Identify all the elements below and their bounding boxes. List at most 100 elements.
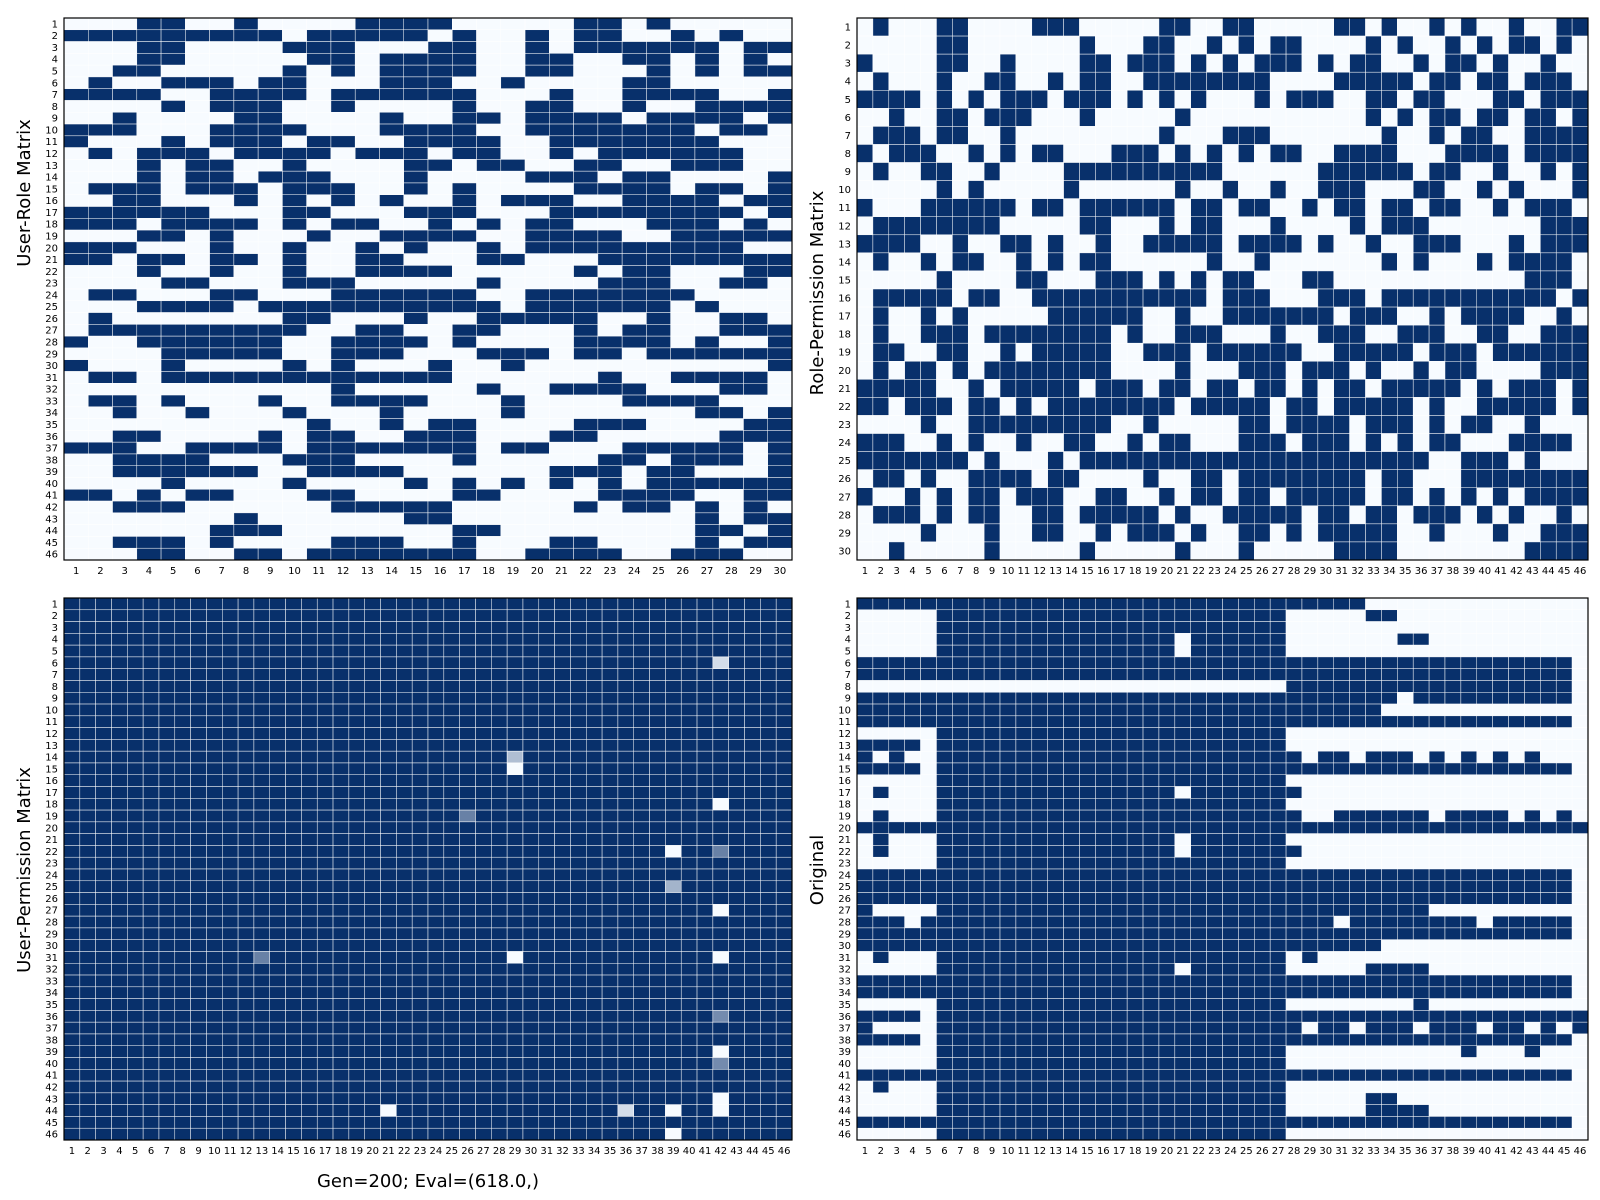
heatmap-cell (888, 35, 905, 55)
heatmap-cell (403, 547, 429, 561)
heatmap-cell (1476, 126, 1493, 145)
heatmap-cell (491, 1010, 508, 1023)
heatmap-cell (330, 182, 356, 195)
heatmap-cell (282, 100, 307, 113)
heatmap-cell (760, 939, 777, 952)
heatmap-cell (1222, 397, 1239, 416)
heatmap-cell (79, 786, 96, 799)
heatmap-cell (665, 856, 682, 870)
heatmap-cell (586, 856, 603, 870)
x-tick-label: 4 (146, 566, 152, 577)
heatmap-cell (597, 159, 623, 172)
heatmap-cell (983, 198, 1001, 217)
heatmap-cell (209, 17, 235, 31)
heatmap-cell (257, 406, 283, 419)
heatmap-cell (665, 1021, 682, 1035)
heatmap-cell (330, 41, 356, 54)
heatmap-cell (452, 300, 477, 313)
heatmap-cell (856, 487, 874, 507)
heatmap-cell (95, 845, 112, 858)
heatmap-cell (330, 88, 356, 101)
heatmap-cell (554, 1010, 571, 1023)
heatmap-cell (206, 892, 223, 905)
heatmap-cell (1381, 53, 1398, 73)
heatmap-cell (1444, 17, 1462, 37)
heatmap-cell (872, 252, 890, 272)
heatmap-cell (1349, 270, 1366, 290)
heatmap-cell (285, 621, 302, 634)
heatmap-cell (233, 300, 259, 313)
heatmap-cell (1508, 415, 1525, 434)
heatmap-cell (967, 198, 985, 217)
heatmap-cell (538, 986, 555, 999)
heatmap-cell (379, 477, 404, 490)
heatmap-cell (285, 986, 302, 999)
heatmap-cell (1222, 487, 1239, 507)
heatmap-cell (1174, 90, 1191, 109)
heatmap-cell (111, 986, 128, 999)
heatmap-cell (1174, 108, 1191, 127)
heatmap-cell (524, 253, 550, 266)
heatmap-cell (491, 951, 508, 964)
heatmap-cell (524, 265, 550, 278)
y-tick-label: 33 (45, 396, 58, 407)
heatmap-cell (649, 597, 666, 611)
heatmap-cell (983, 53, 1001, 73)
heatmap-cell (856, 451, 874, 470)
heatmap-cell (209, 182, 235, 195)
heatmap-cell (1476, 90, 1493, 109)
heatmap-cell (920, 180, 937, 199)
heatmap-cell (999, 505, 1017, 525)
heatmap-cell (1222, 288, 1239, 308)
heatmap-cell (316, 963, 334, 976)
heatmap-cell (1015, 17, 1033, 37)
heatmap-cell (920, 198, 937, 217)
heatmap-cell (364, 750, 381, 764)
heatmap-cell (728, 739, 745, 752)
heatmap-cell (538, 1010, 555, 1023)
heatmap-cell (712, 963, 729, 976)
heatmap-cell (728, 786, 745, 799)
heatmap-cell (63, 692, 81, 705)
x-tick-label: 5 (925, 566, 931, 577)
heatmap-cell (856, 252, 874, 272)
heatmap-cell (1476, 433, 1493, 452)
heatmap-cell (1174, 469, 1191, 488)
x-tick-label: 25 (652, 566, 665, 577)
heatmap-cell (554, 633, 571, 646)
heatmap-cell (1174, 451, 1191, 470)
heatmap-cell (1524, 288, 1541, 308)
heatmap-cell (1508, 505, 1525, 525)
heatmap-cell (1333, 216, 1350, 236)
heatmap-cell (570, 856, 587, 870)
heatmap-cell (760, 845, 777, 858)
heatmap-cell (744, 633, 761, 646)
heatmap-cell (967, 433, 985, 452)
heatmap-cell (522, 856, 540, 870)
heatmap-cell (1492, 180, 1509, 199)
heatmap-cell (712, 633, 729, 646)
heatmap-cell (403, 241, 429, 254)
heatmap-cell (1412, 162, 1430, 181)
heatmap-cell (872, 415, 890, 434)
heatmap-cell (1095, 53, 1112, 73)
heatmap-cell (1269, 379, 1287, 398)
heatmap-cell (665, 739, 682, 752)
heatmap-cell (142, 915, 160, 929)
heatmap-cell (1412, 505, 1430, 525)
heatmap-cell (136, 477, 162, 490)
heatmap-cell (1269, 17, 1287, 37)
heatmap-cell (744, 892, 761, 905)
heatmap-cell (354, 29, 380, 42)
heatmap-cell (1381, 505, 1398, 525)
heatmap-cell (63, 951, 81, 964)
heatmap-cell (1301, 53, 1319, 73)
heatmap-cell (760, 715, 777, 728)
heatmap-cell (332, 727, 350, 740)
heatmap-cell (952, 415, 969, 434)
heatmap-cell (158, 750, 176, 764)
heatmap-cell (380, 856, 397, 870)
heatmap-cell (696, 1116, 714, 1129)
heatmap-cell (1095, 108, 1112, 127)
heatmap-cell (380, 798, 397, 811)
